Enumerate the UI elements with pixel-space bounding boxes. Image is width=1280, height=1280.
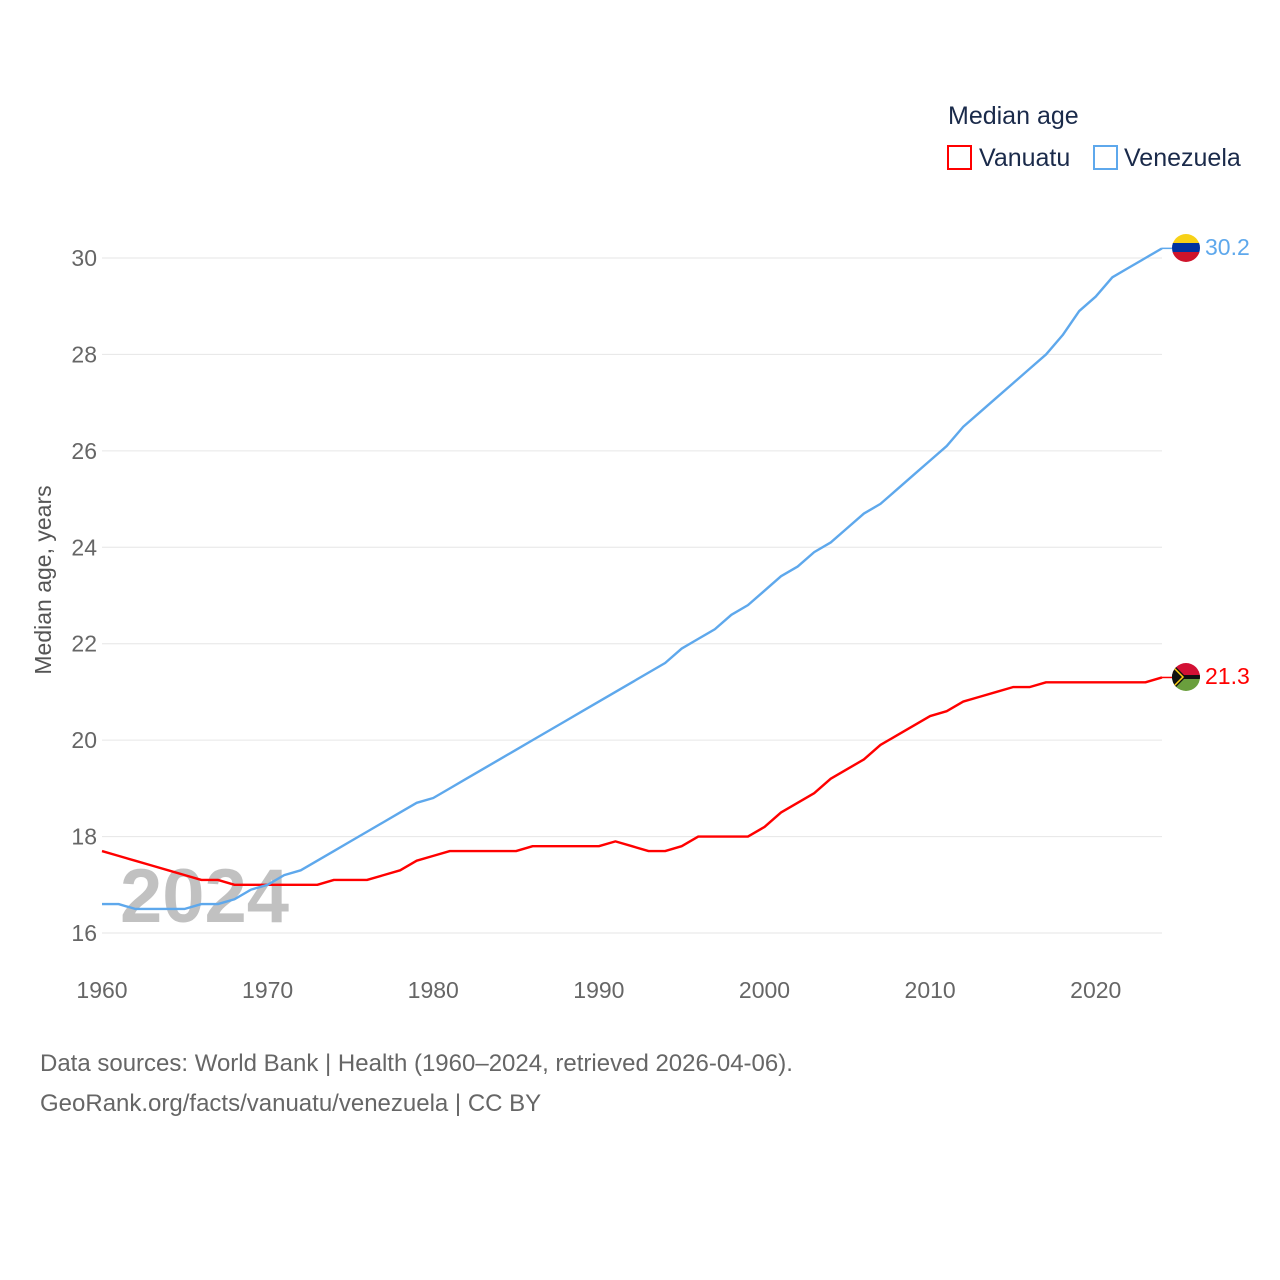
legend-item-vanuatu[interactable]: Vanuatu — [947, 144, 1070, 172]
x-tick-label: 1980 — [408, 977, 459, 1003]
y-tick-label: 20 — [71, 727, 97, 753]
x-tick-label: 2010 — [905, 977, 956, 1003]
y-tick-label: 16 — [71, 920, 97, 946]
legend-swatch-venezuela — [1093, 145, 1118, 170]
venezuela-flag-icon — [1172, 234, 1200, 262]
legend-item-venezuela[interactable]: Venezuela — [1093, 144, 1241, 172]
legend-label: Vanuatu — [979, 144, 1070, 172]
series-line-vanuatu — [101, 676, 1163, 886]
x-tick-label: 1960 — [76, 977, 127, 1003]
end-label-vanuatu: 21.3 — [1205, 663, 1250, 689]
end-label-venezuela: 30.2 — [1205, 234, 1250, 260]
vanuatu-flag-icon — [1172, 663, 1200, 691]
y-tick-label: 30 — [71, 245, 97, 271]
y-tick-label: 18 — [71, 824, 97, 850]
x-tick-label: 2020 — [1070, 977, 1121, 1003]
legend-title: Median age — [948, 102, 1079, 130]
y-tick-label: 24 — [71, 534, 97, 560]
y-tick-label: 22 — [71, 631, 97, 657]
source-note: Data sources: World Bank | Health (1960–… — [40, 1044, 793, 1124]
x-tick-label: 1970 — [242, 977, 293, 1003]
y-tick-label: 28 — [71, 341, 97, 367]
watermark-year: 2024 — [120, 854, 289, 939]
source-url[interactable]: GeoRank.org/facts/vanuatu/venezuela | CC… — [40, 1090, 542, 1117]
legend-swatch-vanuatu — [947, 145, 972, 170]
series-line-venezuela — [102, 247, 1163, 911]
x-tick-label: 2000 — [739, 977, 790, 1003]
legend-label: Venezuela — [1124, 144, 1241, 172]
source-line: Data sources: World Bank | Health (1960–… — [40, 1050, 793, 1077]
x-tick-label: 1990 — [573, 977, 624, 1003]
y-tick-label: 26 — [71, 438, 97, 464]
y-axis-label: Median age, years — [30, 485, 56, 674]
